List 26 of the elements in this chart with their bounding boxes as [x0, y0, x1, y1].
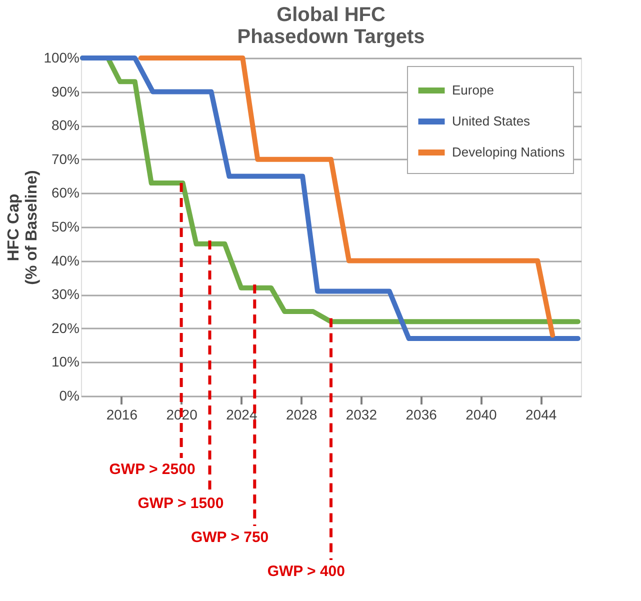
legend-label: Developing Nations [452, 144, 566, 160]
x-tick-label: 2036 [406, 406, 438, 422]
annotation: GWP > 750 [190, 529, 269, 546]
y-tick-label: 30% [51, 286, 80, 302]
chart-title: Global HFC Phasedown Targets [237, 4, 425, 48]
y-tick-label: 10% [51, 354, 80, 370]
y-tick-label: 20% [51, 320, 80, 336]
y-tick-label: 70% [51, 150, 80, 167]
annotation: GWP > 400 [267, 563, 345, 580]
annotation: GWP > 2500 [109, 461, 196, 478]
legend-label: Europe [452, 82, 494, 98]
x-tick-label: 2044 [526, 406, 557, 422]
y-tick-label: 60% [51, 184, 80, 201]
x-tick-label: 2016 [106, 406, 138, 422]
y-tick-label: 40% [51, 252, 80, 268]
y-tick-label: 100% [44, 50, 80, 66]
y-tick-label: 80% [51, 117, 80, 134]
annotation: GWP > 1500 [138, 495, 224, 512]
x-tick-label: 2032 [346, 406, 378, 422]
x-tick-label: 2028 [286, 406, 318, 422]
x-tick-label: 2040 [466, 406, 497, 422]
y-tick-label: 0% [59, 388, 80, 404]
y-tick-label: 50% [51, 218, 80, 234]
legend-label: United States [452, 114, 531, 128]
y-tick-label: 90% [51, 83, 80, 100]
y-axis-title: HFC Cap (% of Baseline) [6, 170, 41, 285]
